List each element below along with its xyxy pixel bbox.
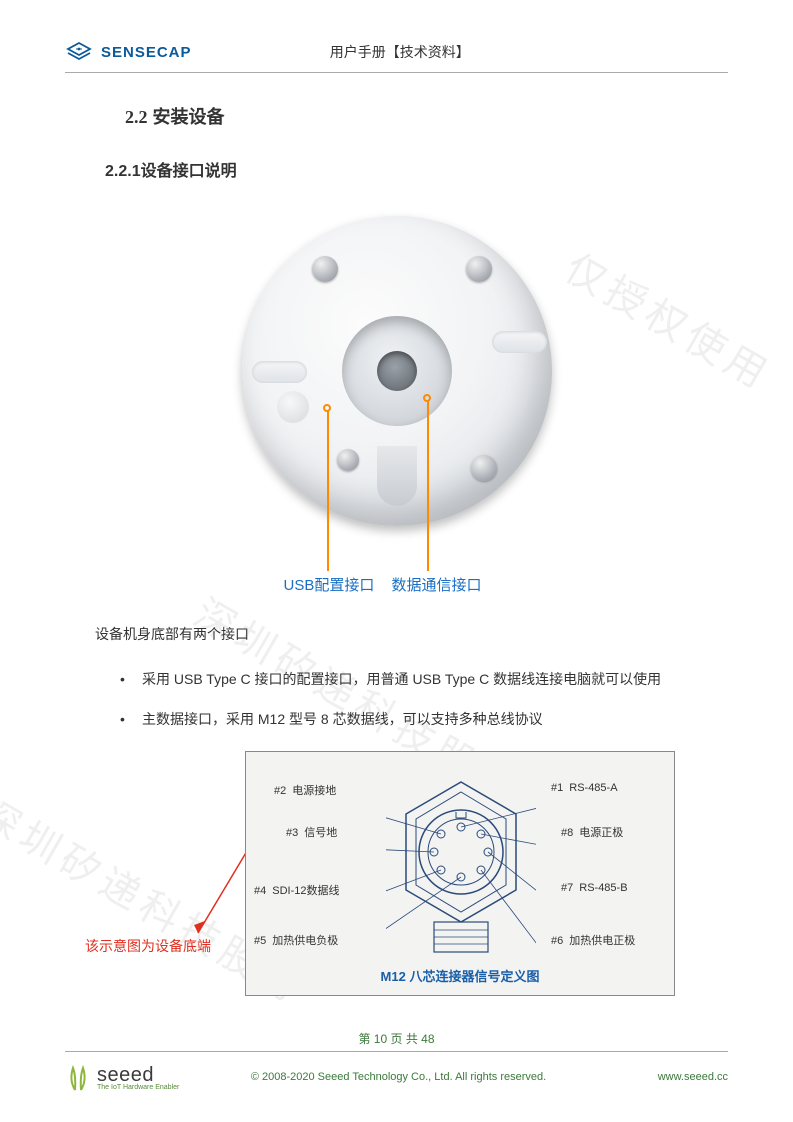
data-port-label: 数据通信接口 (392, 574, 482, 595)
footer-url: www.seeed.cc (658, 1071, 728, 1083)
pin-label: #1RS-485-A (551, 782, 618, 794)
screw-icon (312, 256, 338, 282)
usb-cap-icon (277, 391, 309, 423)
page-number: 第 10 页 共 48 (65, 1030, 728, 1051)
connector-diagram-area: 该示意图为设备底端 #2电源接地 #3信号地 #4SDI-12数据线 #5加热供… (95, 751, 698, 996)
seeed-tagline: The IoT Hardware Enabler (97, 1084, 179, 1091)
slot-icon (492, 331, 547, 353)
pin-label: #8电源正极 (561, 824, 623, 840)
list-item: 采用 USB Type C 接口的配置接口，用普通 USB Type C 数据线… (120, 666, 698, 693)
seeed-leaf-icon (65, 1062, 91, 1092)
pin-label: #4SDI-12数据线 (254, 882, 340, 898)
device-body-circle (242, 216, 552, 526)
page-header: SENSECAP 用户手册【技术资料】 (65, 40, 728, 73)
screw-icon (337, 449, 359, 471)
pin-label: #2电源接地 (274, 782, 336, 798)
page-footer: 第 10 页 共 48 sseeedeeed The IoT Hardware … (65, 1051, 728, 1092)
device-bottom-figure: USB配置接口 数据通信接口 (212, 206, 582, 596)
pin-label: #7RS-485-B (561, 882, 628, 894)
section-title-text: 安装设备 (153, 107, 225, 127)
pinout-diagram-box: #2电源接地 #3信号地 #4SDI-12数据线 #5加热供电负极 #1RS-4… (245, 751, 675, 996)
screw-icon (471, 455, 497, 481)
feature-bullets: 采用 USB Type C 接口的配置接口，用普通 USB Type C 数据线… (120, 666, 698, 733)
callout-line (427, 401, 429, 571)
m12-connector-icon (386, 772, 536, 962)
pin-label: #6加热供电正极 (551, 932, 635, 948)
intro-paragraph: 设备机身底部有两个接口 (95, 621, 698, 648)
watermark-text: 仅授权使用 (556, 236, 784, 401)
copyright-text: © 2008-2020 Seeed Technology Co., Ltd. A… (149, 1071, 647, 1083)
section-number: 2.2 (125, 107, 148, 127)
subsection-heading: 2.2.1设备接口说明 (105, 157, 728, 181)
section-heading: 2.2 安装设备 (125, 103, 728, 129)
pin-label: #5加热供电负极 (254, 932, 338, 948)
seeed-name: sseeedeeed (97, 1064, 154, 1086)
diagram-caption: M12 八芯连接器信号定义图 (246, 966, 674, 985)
slot-icon (252, 361, 307, 383)
pin-label: #3信号地 (286, 824, 337, 840)
screw-icon (466, 256, 492, 282)
device-bottom-port (377, 446, 417, 506)
subsection-title-text: 设备接口说明 (141, 163, 237, 180)
list-item: 主数据接口，采用 M12 型号 8 芯数据线，可以支持多种总线协议 (120, 706, 698, 733)
device-center-port (342, 316, 452, 426)
usb-port-label: USB配置接口 (284, 574, 375, 595)
callout-line (327, 411, 329, 571)
subsection-number: 2.2.1 (105, 163, 141, 180)
doc-title: 用户手册【技术资料】 (72, 42, 728, 62)
